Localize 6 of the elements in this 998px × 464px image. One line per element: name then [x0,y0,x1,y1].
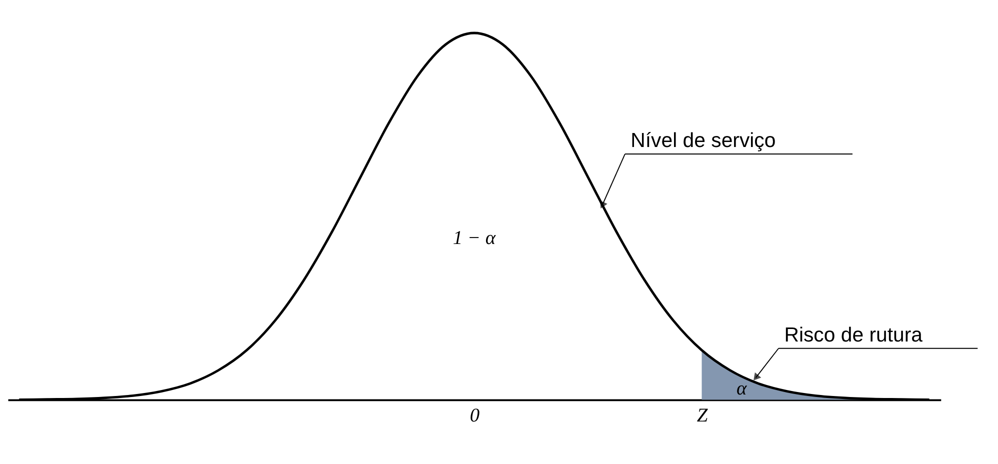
x-tick-label: 0 [470,406,480,427]
annotation: Risco de rutura [784,324,924,347]
annotation: 1 − α [452,228,496,250]
annotation: α [736,378,748,400]
x-tick-label: Z [696,406,708,427]
annotation: Nível de serviço [630,130,776,152]
